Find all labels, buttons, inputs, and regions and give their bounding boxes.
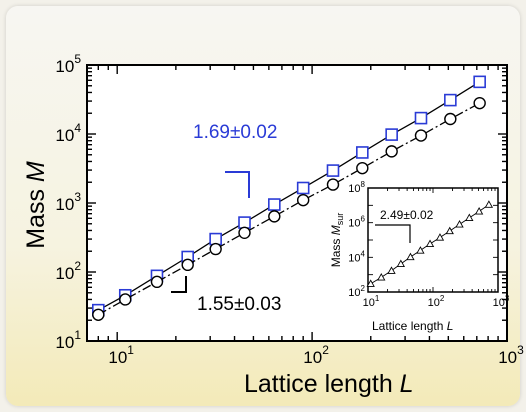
triangle-marker [435,233,445,241]
y-tick-label: 106 [348,215,365,230]
y-tick-label: 101 [55,328,81,352]
triangle-marker [387,266,396,274]
y-tick-label: 108 [348,180,365,195]
x-tick-label: 102 [428,294,445,309]
y-tick-label: 102 [55,259,81,283]
square-marker [326,164,340,177]
square-marker [356,146,369,159]
triangle-marker [455,220,464,228]
circle-marker [414,129,428,142]
blue-exponent-label: 1.69±0.02 [193,122,277,143]
slope-marker-inset [375,224,411,243]
square-marker [444,93,457,107]
y-tick-label: 104 [348,249,365,264]
circle-marker [150,275,164,289]
circle-marker [238,226,251,239]
circle-marker [444,112,457,126]
triangle-marker [445,226,454,235]
x-tick-label: 101 [363,294,380,309]
inset-plot-area [367,187,499,293]
square-marker [385,128,398,141]
y-tick-label: 103 [55,190,81,214]
triangle-marker [465,213,474,222]
circle-marker [181,258,194,272]
y-tick-label: 105 [55,52,81,76]
circle-marker [268,210,281,223]
circle-marker [119,293,132,306]
y-tick-label: 104 [55,121,81,145]
circle-marker [356,161,369,175]
triangle-marker [396,259,405,268]
x-tick-label: 103 [493,294,510,309]
y-axis-title: Mass M [22,161,50,249]
square-marker [414,111,428,125]
triangle-marker [425,239,435,248]
circle-marker [209,242,222,256]
triangle-marker [406,252,415,261]
slope-marker-blue [225,171,250,198]
circle-marker [326,178,340,191]
triangle-marker [416,246,425,254]
black-exponent-label: 1.55±0.03 [197,294,281,315]
x-tick-label: 103 [498,343,524,367]
square-marker [473,75,486,89]
x-axis-title: Lattice length L [244,370,414,398]
triangle-marker [377,273,386,281]
square-marker [296,181,310,195]
inset-x-axis-title: Lattice length L [372,319,453,333]
inset-exponent-label: 2.49±0.02 [380,208,434,222]
circle-marker [473,96,486,110]
circle-marker [296,193,310,207]
square-marker [268,198,281,211]
triangle-marker [474,207,484,215]
circle-marker [92,308,105,321]
x-tick-label: 102 [303,343,329,367]
square-marker [238,216,251,229]
slope-marker-black [171,276,187,293]
circle-marker [385,145,398,158]
triangle-marker [484,200,494,208]
inset-y-axis-title: Mass Msur [329,213,345,268]
x-tick-label: 101 [108,343,134,367]
triangle-marker [366,279,375,287]
y-tick-label: 102 [348,284,365,299]
